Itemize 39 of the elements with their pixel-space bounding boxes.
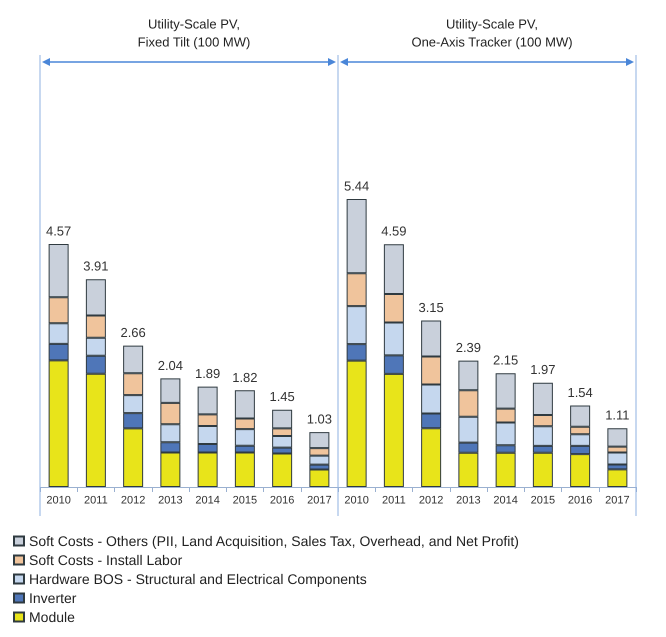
x-tick-label: 2016 (568, 494, 592, 506)
x-tick-label: 2010 (46, 494, 71, 506)
x-tick-label: 2015 (530, 494, 556, 506)
annotation: 1.11 (605, 408, 630, 423)
x-tick-label: 2017 (307, 494, 332, 506)
x-tick-label: 2010 (344, 494, 369, 506)
annotation: 2.15 (492, 352, 518, 368)
annotation: 4.59 (381, 224, 407, 239)
annotation: 5.44 (344, 178, 370, 194)
x-tick-label: 2012 (418, 494, 444, 506)
annotation: 3.91 (83, 258, 109, 274)
annotation: 3.15 (418, 300, 444, 316)
x-tick-label: 2017 (605, 494, 630, 506)
x-tick-label: 2013 (158, 494, 183, 506)
legend-label: Soft Costs - Others (PII, Land Acquisition, Sales Tax, Overhead, and Net Profit) (29, 533, 519, 549)
chart-title: Utility-Scale PV, Fixed Tilt (100 MW) (138, 16, 250, 50)
x-tick-label: 2014 (195, 494, 220, 506)
legend-label: Inverter (29, 590, 77, 606)
annotation: 1.82 (232, 370, 258, 385)
x-tick-label: 2011 (382, 494, 406, 506)
x-tick-label: 2012 (120, 494, 146, 506)
annotation: 1.03 (306, 412, 332, 427)
legend-label: Hardware BOS - Structural and Electrical Components (29, 571, 367, 587)
chart-title: Utility-Scale PV, One-Axis Tracker (100 MW) (411, 16, 573, 50)
annotation: 2.39 (456, 340, 482, 356)
legend-label: Module (29, 609, 76, 625)
x-tick-label: 2013 (456, 494, 481, 506)
annotation: 2.04 (158, 358, 184, 373)
annotation: 1.89 (194, 366, 220, 382)
annotation: 1.54 (567, 384, 593, 400)
x-tick-label: 2014 (493, 494, 518, 506)
annotation: 2.66 (120, 325, 146, 340)
x-tick-label: 2015 (232, 494, 258, 506)
annotation: 1.97 (530, 362, 556, 378)
legend-label: Soft Costs - Install Labor (29, 552, 183, 568)
x-tick-label: 2016 (270, 494, 294, 506)
annotation: 4.57 (46, 224, 72, 238)
annotation: 1.45 (269, 389, 295, 404)
x-tick-label: 2011 (84, 494, 108, 506)
